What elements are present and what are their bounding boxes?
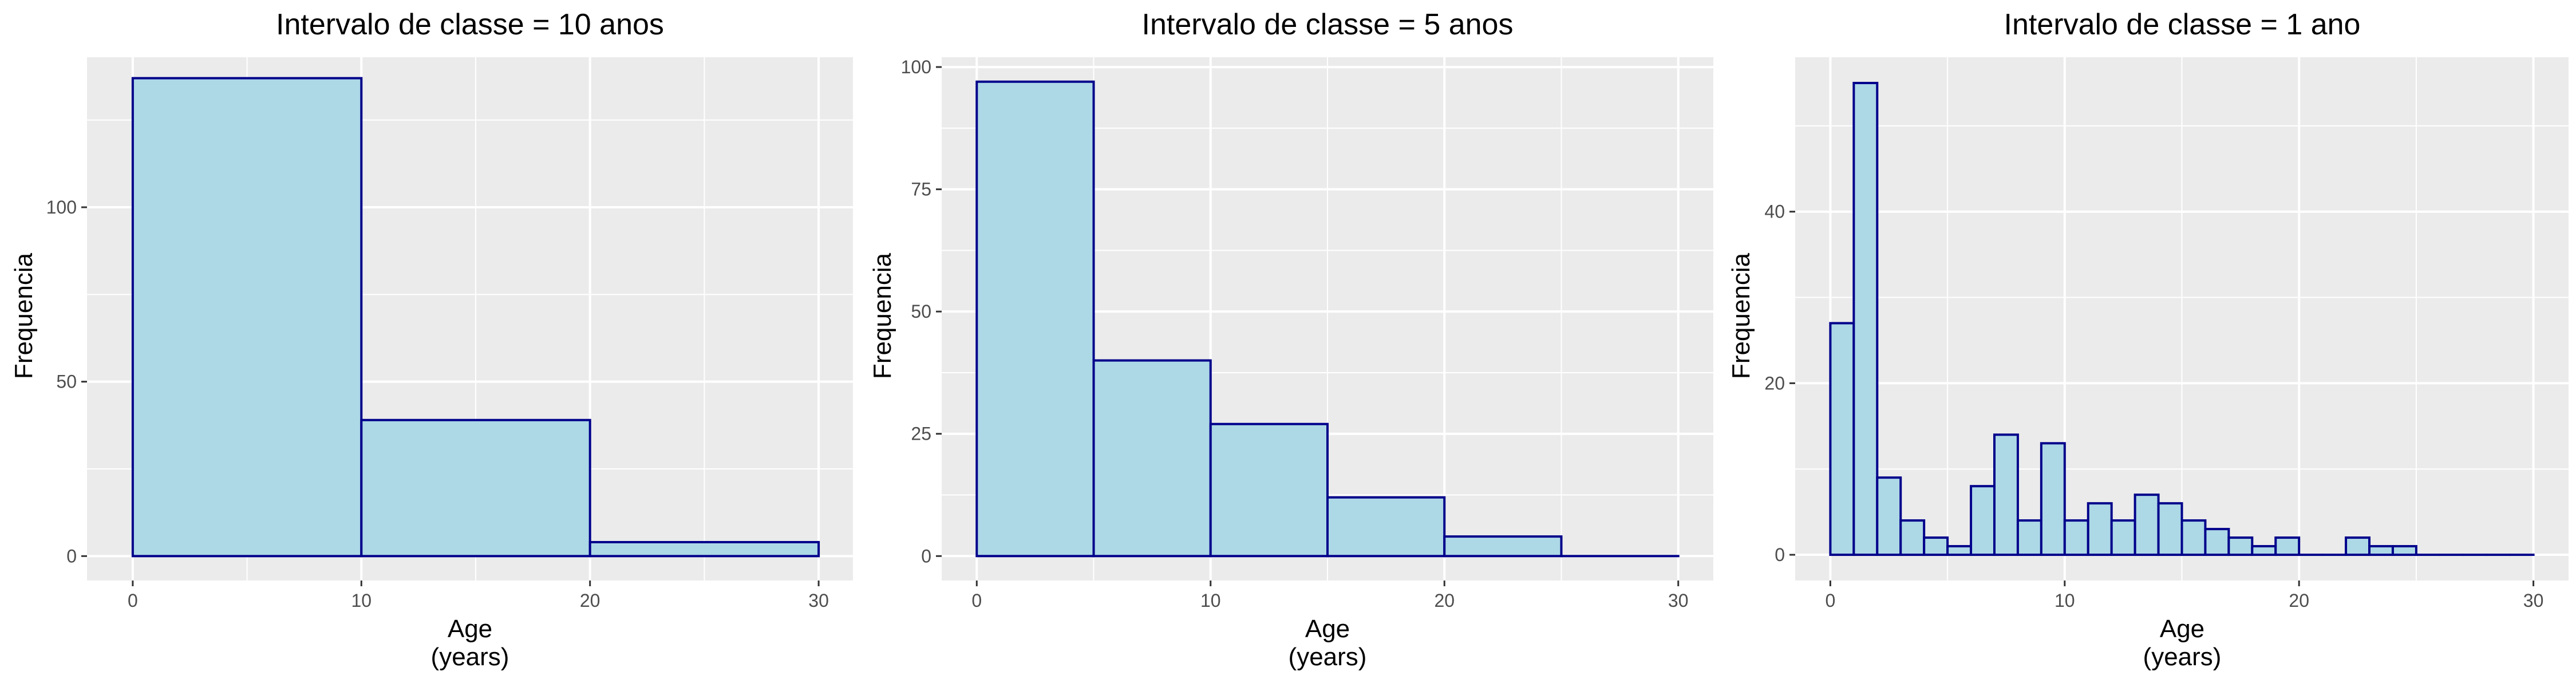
histogram-bar xyxy=(2251,545,2277,556)
histogram-bar xyxy=(2157,502,2183,556)
x-tick-label: 30 xyxy=(808,590,829,611)
histogram-bar xyxy=(588,540,820,558)
histogram-bar xyxy=(1829,322,1855,556)
histogram-bar xyxy=(131,77,363,558)
histogram-bar xyxy=(2063,519,2089,556)
y-tick-label: 100 xyxy=(46,197,77,218)
histogram-panel-5-anos: Intervalo de classe = 5 anos 0 10 20 30 0 25 5… xyxy=(859,0,1717,687)
x-tick-label: 0 xyxy=(971,590,982,611)
histogram-bar xyxy=(1326,496,1446,558)
histogram-bar xyxy=(2134,493,2160,556)
histogram-bar xyxy=(2087,502,2113,556)
y-tick-label: 50 xyxy=(911,301,931,322)
histogram-panel-1-ano: Intervalo de classe = 1 ano 0 10 20 30 0 20 40… xyxy=(1717,0,2576,687)
histogram-bar xyxy=(2110,519,2136,556)
histogram-bar xyxy=(2016,519,2042,556)
y-tick-label: 20 xyxy=(1764,373,1785,393)
chart-title: Intervalo de classe = 10 anos xyxy=(276,8,664,41)
x-axis-label: Age xyxy=(2160,615,2204,643)
histogram-bar xyxy=(2180,519,2207,556)
histogram-bar xyxy=(1876,476,1902,556)
y-axis-label: Frequencia xyxy=(1727,252,1755,379)
y-tick-label: 0 xyxy=(1775,544,1785,565)
histogram-bar xyxy=(1209,423,1329,558)
histogram-bar xyxy=(2227,536,2254,556)
histogram-bar xyxy=(1923,536,1949,556)
histogram-chart: Intervalo de classe = 5 anos 0 10 20 30 0 25 5… xyxy=(868,8,1713,671)
histogram-bar xyxy=(2204,528,2230,556)
x-tick-label: 10 xyxy=(1200,590,1221,611)
x-tick-label: 10 xyxy=(2055,590,2075,611)
y-axis-label: Frequencia xyxy=(868,252,896,379)
histogram-bar xyxy=(1970,485,1996,556)
y-tick-label: 75 xyxy=(911,179,931,200)
x-tick-label: 30 xyxy=(1668,590,1689,611)
histogram-bar xyxy=(2274,536,2301,556)
histogram-bar xyxy=(2391,545,2417,556)
y-tick-label: 100 xyxy=(901,57,931,77)
y-tick-label: 0 xyxy=(921,546,931,566)
histogram-bar xyxy=(2040,442,2066,556)
chart-title: Intervalo de classe = 1 ano xyxy=(2004,8,2361,41)
x-tick-label: 30 xyxy=(2523,590,2544,611)
x-axis-label-unit: (years) xyxy=(2143,643,2222,671)
y-tick-label: 0 xyxy=(66,546,77,566)
histogram-bar xyxy=(1092,359,1212,558)
histogram-chart: Intervalo de classe = 10 anos 0 10 20 30 0 50… xyxy=(10,8,853,671)
x-axis-label-unit: (years) xyxy=(431,643,509,671)
histogram-bar xyxy=(975,80,1095,558)
x-axis-label-unit: (years) xyxy=(1289,643,1367,671)
histogram-bar xyxy=(1899,519,1926,556)
chart-title: Intervalo de classe = 5 anos xyxy=(1142,8,1514,41)
histogram-bar xyxy=(1443,535,1563,558)
x-tick-label: 10 xyxy=(351,590,372,611)
x-tick-label: 0 xyxy=(1826,590,1836,611)
histogram-bar xyxy=(360,418,591,558)
x-tick-label: 20 xyxy=(580,590,600,611)
x-axis-label: Age xyxy=(448,615,492,643)
histogram-bar xyxy=(1852,81,1879,556)
y-tick-label: 40 xyxy=(1764,202,1785,222)
x-tick-label: 20 xyxy=(1434,590,1455,611)
histogram-bar xyxy=(1946,545,1973,556)
histogram-chart: Intervalo de classe = 1 ano 0 10 20 30 0 20 40… xyxy=(1727,8,2569,671)
x-axis-label: Age xyxy=(1305,615,1350,643)
histogram-panel-10-anos: Intervalo de classe = 10 anos 0 10 20 30 0 50… xyxy=(0,0,859,687)
y-tick-label: 50 xyxy=(56,372,77,392)
histogram-bar xyxy=(2368,545,2394,556)
histogram-bar xyxy=(1993,433,2019,556)
x-tick-label: 0 xyxy=(128,590,138,611)
histogram-bar xyxy=(2345,536,2371,556)
x-tick-label: 20 xyxy=(2289,590,2309,611)
y-axis-label: Frequencia xyxy=(10,252,38,379)
y-tick-label: 25 xyxy=(911,424,931,444)
